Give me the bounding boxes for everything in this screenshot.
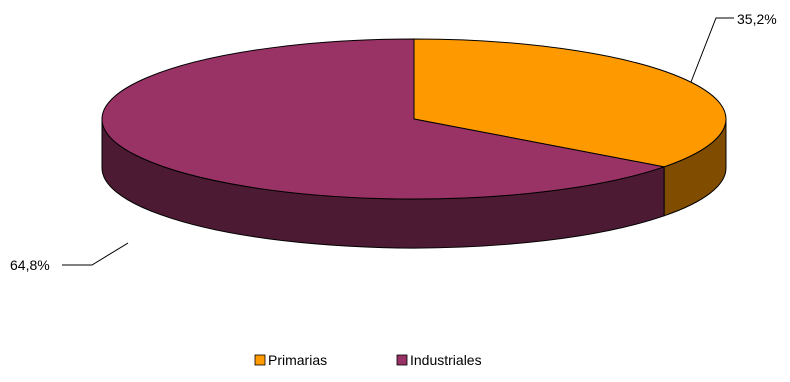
- legend: Primarias Industriales: [254, 352, 482, 368]
- legend-label-industriales: Industriales: [410, 352, 482, 368]
- pie-slice-industriales: [101, 38, 665, 200]
- legend-swatch-industriales: [396, 354, 408, 366]
- data-label-primarias: 35,2%: [737, 11, 777, 27]
- legend-label-primarias: Primarias: [268, 352, 327, 368]
- data-label-leaders: [62, 17, 734, 266]
- leader-line-primarias: [690, 17, 734, 83]
- data-label-industriales: 64,8%: [10, 257, 50, 273]
- leader-line-industriales: [62, 242, 129, 266]
- pie-slice-primarias: [413, 38, 727, 168]
- pie-tops: [101, 38, 727, 200]
- legend-swatch-primarias: [254, 354, 266, 366]
- data-labels: 35,2% 64,8%: [10, 11, 777, 273]
